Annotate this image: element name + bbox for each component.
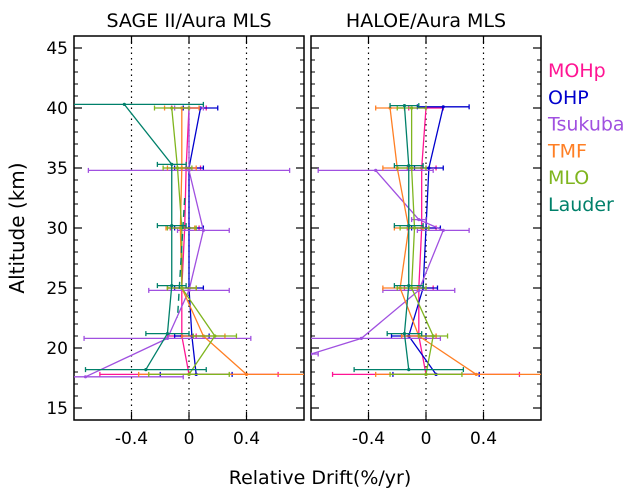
data-point: [170, 162, 174, 166]
data-point: [359, 336, 363, 340]
data-point: [170, 106, 174, 110]
series-line: [410, 108, 434, 375]
data-point: [170, 284, 174, 288]
x-tick-label: -0.4: [115, 429, 148, 449]
series-tmf: [375, 105, 541, 377]
series-mlo: [148, 105, 238, 377]
data-point: [83, 375, 88, 379]
series-mlo: [389, 105, 463, 377]
data-point: [374, 168, 378, 172]
y-tick-label: 40: [46, 99, 68, 119]
panel-title: HALOE/Aura MLS: [346, 10, 506, 32]
data-point: [175, 166, 180, 170]
legend-entry-lauder: Lauder: [548, 194, 614, 216]
y-tick-label: 30: [46, 219, 68, 239]
data-point: [144, 368, 148, 372]
data-point: [407, 368, 411, 372]
data-point: [402, 104, 407, 108]
series-line: [181, 107, 190, 375]
panel-title: SAGE II/Aura MLS: [106, 10, 271, 32]
series-lauder: [353, 103, 465, 373]
series-line: [403, 105, 410, 370]
y-tick-label: 45: [46, 39, 68, 59]
series-line: [188, 107, 202, 375]
series-line: [311, 169, 445, 355]
data-point: [412, 226, 417, 230]
data-point: [122, 102, 126, 106]
data-point: [410, 286, 414, 290]
y-tick-label: 35: [46, 159, 68, 179]
series-line: [171, 107, 216, 375]
data-point: [402, 332, 407, 336]
data-layer: [311, 103, 541, 377]
data-point: [187, 168, 191, 172]
series-line: [418, 107, 427, 375]
data-point: [417, 218, 421, 222]
data-point: [441, 228, 445, 232]
data-point: [180, 286, 184, 290]
series-tsukuba: [74, 105, 291, 380]
data-point: [424, 372, 428, 376]
x-axis-label: Relative Drift(%/yr): [229, 467, 412, 489]
data-point: [441, 105, 445, 109]
y-axis-label: Altitude (km): [5, 162, 29, 293]
data-point: [165, 336, 170, 340]
data-point: [311, 352, 313, 356]
panel-sage-ii: SAGE II/Aura MLS -0.4 0 0.4 15 20 25 30 35 40 45: [46, 10, 305, 449]
data-point: [407, 284, 411, 288]
data-point: [244, 372, 249, 376]
data-point: [431, 334, 435, 338]
y-tick-label: 25: [46, 279, 68, 299]
data-point: [165, 332, 170, 336]
legend-entry-mohp: MOHp: [548, 60, 606, 82]
data-point: [187, 288, 191, 292]
legend: MOHp OHP Tsukuba TMF MLO Lauder: [547, 60, 625, 216]
data-point: [187, 372, 191, 376]
x-tick-label: 0: [421, 429, 432, 449]
data-point: [170, 224, 174, 228]
series-line: [85, 108, 205, 378]
y-tick-label: 20: [46, 339, 68, 359]
legend-entry-tmf: TMF: [547, 140, 587, 162]
series-lauder: [74, 101, 207, 373]
data-point: [407, 164, 411, 168]
data-point: [410, 166, 414, 170]
y-tick-label: 15: [46, 399, 68, 419]
series-tsukuba: [311, 167, 470, 357]
data-layer: [74, 101, 304, 380]
series-line: [389, 107, 477, 375]
data-point: [474, 372, 478, 376]
legend-entry-mlo: MLO: [548, 167, 589, 189]
legend-entry-ohp: OHP: [548, 87, 589, 109]
series-line: [123, 103, 173, 370]
x-tick-label: 0.4: [470, 429, 497, 449]
x-tick-label: -0.4: [352, 429, 385, 449]
data-point: [201, 228, 205, 232]
x-tick-label: 0: [184, 429, 195, 449]
data-point: [410, 106, 414, 110]
data-point: [213, 334, 217, 338]
x-tick-label: 0.4: [233, 429, 260, 449]
series-line: [408, 106, 444, 375]
data-point: [407, 224, 411, 228]
trend-line: [176, 197, 186, 319]
data-point: [427, 166, 431, 170]
legend-entry-tsukuba: Tsukuba: [547, 114, 625, 136]
panel-haloe: HALOE/Aura MLS -0.4 0 0.4: [310, 10, 542, 449]
